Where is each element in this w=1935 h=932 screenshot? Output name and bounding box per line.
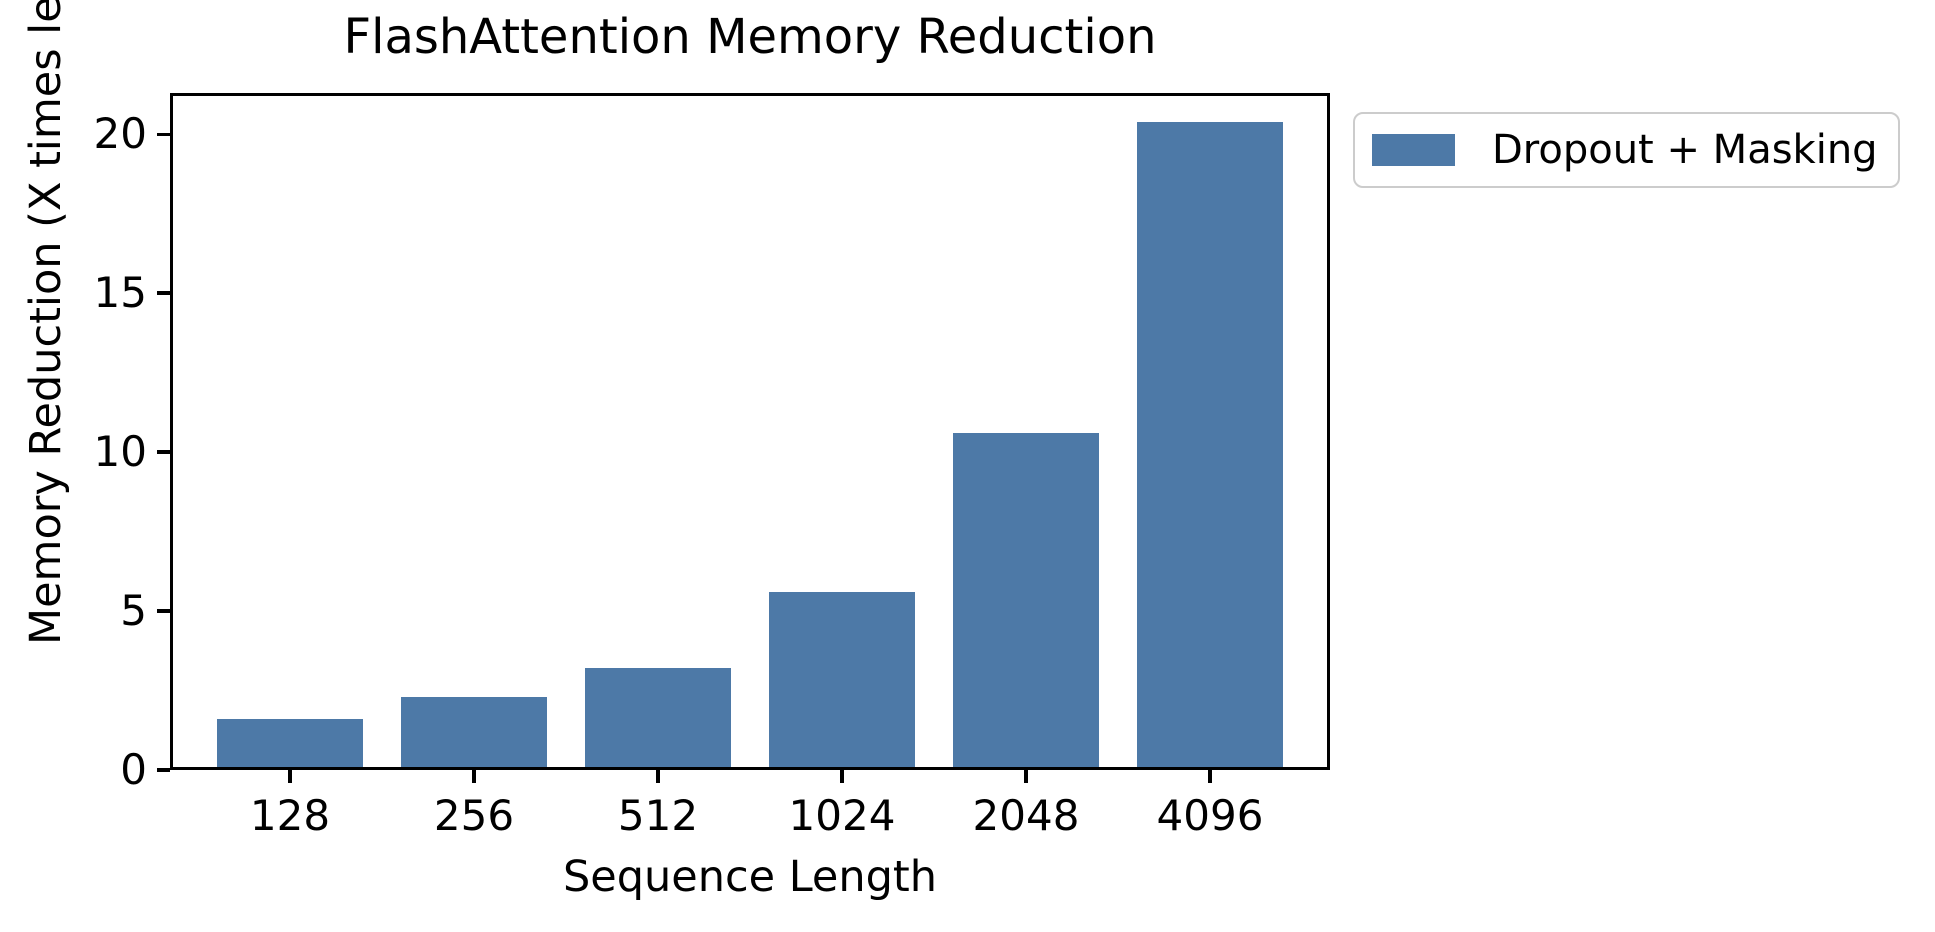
chart-title: FlashAttention Memory Reduction <box>343 9 1157 65</box>
bar-4096 <box>1137 122 1283 767</box>
legend-label: Dropout + Masking <box>1492 127 1878 173</box>
bar-512 <box>585 668 731 767</box>
bar-1024 <box>769 592 915 767</box>
y-tick-mark <box>157 450 170 454</box>
x-axis-label: Sequence Length <box>562 852 938 902</box>
bar-2048 <box>953 433 1099 767</box>
legend: Dropout + Masking <box>1353 112 1900 188</box>
y-tick-mark <box>157 132 170 137</box>
y-tick-mark <box>157 609 170 613</box>
x-tick-label: 2048 <box>972 791 1080 840</box>
y-tick-label: 5 <box>120 586 147 636</box>
bar-128 <box>217 719 363 767</box>
x-tick-label: 256 <box>433 791 515 840</box>
x-tick-label: 512 <box>617 791 699 840</box>
bar-256 <box>401 697 547 767</box>
y-tick-label: 15 <box>93 268 147 318</box>
x-tick-mark <box>840 770 844 783</box>
x-tick-mark <box>288 770 292 783</box>
x-tick-mark <box>1024 770 1028 783</box>
y-tick-label: 0 <box>120 745 147 794</box>
x-tick-mark <box>472 770 476 783</box>
y-tick-mark <box>157 291 170 295</box>
x-tick-mark <box>656 770 660 783</box>
legend-swatch-icon <box>1372 134 1455 166</box>
x-tick-mark <box>1208 770 1212 783</box>
y-tick-label: 10 <box>93 427 147 477</box>
y-tick-label: 20 <box>93 109 147 159</box>
x-tick-label: 1024 <box>788 791 896 840</box>
y-tick-mark <box>157 768 170 772</box>
x-tick-label: 4096 <box>1156 791 1264 840</box>
plot-area <box>170 93 1330 770</box>
x-tick-label: 128 <box>249 791 331 840</box>
